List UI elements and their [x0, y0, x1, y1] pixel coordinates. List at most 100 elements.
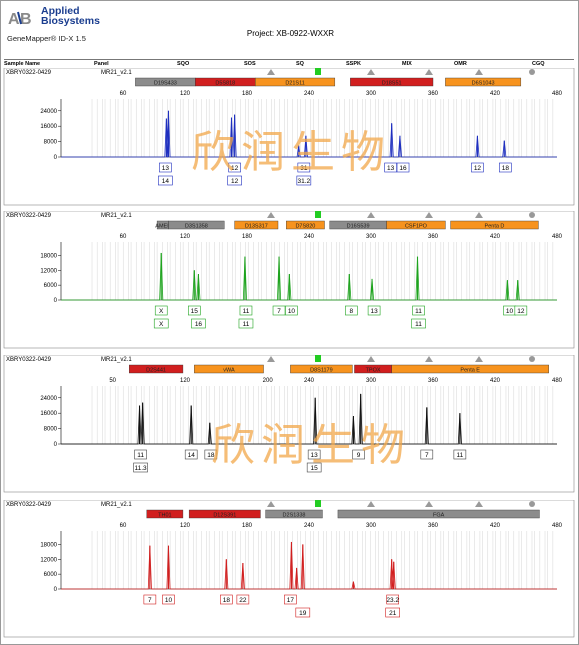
- quality-flag-icon[interactable]: [425, 356, 433, 362]
- allele-box[interactable]: [191, 318, 206, 329]
- cgq-status-icon[interactable]: [529, 69, 535, 75]
- allele-box[interactable]: [184, 449, 198, 460]
- allele-box[interactable]: [384, 162, 397, 173]
- quality-flag-icon[interactable]: [425, 69, 433, 75]
- allele-box[interactable]: [154, 305, 168, 316]
- allele-box[interactable]: [188, 305, 201, 316]
- col-sample-name[interactable]: Sample Name: [4, 61, 41, 67]
- marker-bar[interactable]: [255, 77, 336, 87]
- quality-flag-icon[interactable]: [267, 356, 275, 362]
- allele-box[interactable]: [220, 594, 233, 605]
- allele-box[interactable]: [272, 305, 286, 316]
- allele-box[interactable]: [307, 449, 321, 460]
- allele-box[interactable]: [162, 594, 175, 605]
- allele-box[interactable]: [306, 462, 322, 473]
- marker-bar[interactable]: [128, 364, 184, 374]
- marker-bar[interactable]: [290, 364, 353, 374]
- col-cgq[interactable]: CGQ: [532, 61, 545, 67]
- marker-bar[interactable]: [450, 220, 539, 230]
- allele-box[interactable]: [284, 594, 297, 605]
- marker-bar[interactable]: [168, 220, 225, 230]
- allele-box[interactable]: [386, 594, 400, 605]
- allele-box[interactable]: [297, 162, 311, 173]
- marker-bar[interactable]: [188, 509, 261, 519]
- allele-box[interactable]: [412, 305, 425, 316]
- allele-box[interactable]: [453, 449, 467, 460]
- x-tick-label: 360: [428, 234, 439, 240]
- allele-box[interactable]: [204, 449, 218, 460]
- allele-label: X: [159, 321, 164, 328]
- allele-box[interactable]: [514, 305, 528, 316]
- sample-name: XBRY0322-0429: [6, 502, 52, 508]
- col-mix[interactable]: MIX: [402, 61, 412, 67]
- allele-box[interactable]: [236, 594, 250, 605]
- allele-box[interactable]: [143, 594, 157, 605]
- quality-flag-icon[interactable]: [425, 212, 433, 218]
- quality-flag-icon[interactable]: [425, 501, 433, 507]
- quality-flag-icon[interactable]: [267, 69, 275, 75]
- allele-box[interactable]: [396, 162, 410, 173]
- marker-bar[interactable]: [391, 364, 549, 374]
- marker-bar[interactable]: [350, 77, 434, 87]
- allele-box[interactable]: [471, 162, 484, 173]
- sq-status-icon[interactable]: [315, 500, 321, 507]
- allele-box[interactable]: [227, 175, 242, 186]
- allele-label: 22: [239, 597, 247, 604]
- sq-status-icon[interactable]: [315, 211, 321, 218]
- col-sqo[interactable]: SQO: [177, 61, 190, 67]
- quality-flag-icon[interactable]: [367, 69, 375, 75]
- quality-flag-icon[interactable]: [475, 501, 483, 507]
- allele-box[interactable]: [420, 449, 434, 460]
- quality-flag-icon[interactable]: [267, 212, 275, 218]
- x-tick-label: 200: [263, 378, 274, 384]
- marker-bar[interactable]: [265, 509, 323, 519]
- allele-box[interactable]: [296, 175, 312, 186]
- marker-bar[interactable]: [194, 364, 264, 374]
- y-tick-label: 18000: [40, 542, 57, 548]
- allele-box[interactable]: [295, 607, 311, 618]
- marker-bar[interactable]: [337, 509, 540, 519]
- quality-flag-icon[interactable]: [267, 501, 275, 507]
- col-sq[interactable]: SQ: [296, 61, 304, 67]
- marker-bar[interactable]: [234, 220, 279, 230]
- allele-box[interactable]: [385, 607, 401, 618]
- col-sos[interactable]: SOS: [244, 61, 256, 67]
- y-tick-label: 8000: [44, 140, 58, 146]
- x-tick-label: 120: [180, 523, 191, 529]
- quality-flag-icon[interactable]: [367, 501, 375, 507]
- quality-flag-icon[interactable]: [475, 69, 483, 75]
- allele-box[interactable]: [367, 305, 381, 316]
- allele-box[interactable]: [411, 318, 426, 329]
- allele-box[interactable]: [499, 162, 512, 173]
- quality-flag-icon[interactable]: [367, 212, 375, 218]
- allele-box[interactable]: [133, 462, 148, 473]
- quality-flag-icon[interactable]: [367, 356, 375, 362]
- marker-bar[interactable]: [146, 509, 184, 519]
- cgq-status-icon[interactable]: [529, 356, 535, 362]
- allele-label: 31.2: [298, 178, 311, 185]
- allele-box[interactable]: [228, 162, 241, 173]
- allele-label: 12: [474, 165, 482, 172]
- sq-status-icon[interactable]: [315, 355, 321, 362]
- allele-box[interactable]: [159, 162, 172, 173]
- allele-box[interactable]: [158, 175, 173, 186]
- allele-box[interactable]: [345, 305, 358, 316]
- marker-bar[interactable]: [286, 220, 325, 230]
- col-omr[interactable]: OMR: [454, 61, 467, 67]
- quality-flag-icon[interactable]: [475, 212, 483, 218]
- col-sspk[interactable]: SSPK: [346, 61, 361, 67]
- col-panel[interactable]: Panel: [94, 61, 109, 67]
- cgq-status-icon[interactable]: [529, 501, 535, 507]
- allele-box[interactable]: [239, 305, 253, 316]
- marker-bar[interactable]: [386, 220, 446, 230]
- allele-box[interactable]: [285, 305, 298, 316]
- marker-bar[interactable]: [445, 77, 522, 87]
- allele-box[interactable]: [134, 449, 147, 460]
- allele-box[interactable]: [153, 318, 169, 329]
- marker-label: Penta D: [485, 224, 505, 230]
- quality-flag-icon[interactable]: [475, 356, 483, 362]
- sq-status-icon[interactable]: [315, 68, 321, 75]
- cgq-status-icon[interactable]: [529, 212, 535, 218]
- allele-box[interactable]: [352, 449, 365, 460]
- allele-box[interactable]: [238, 318, 254, 329]
